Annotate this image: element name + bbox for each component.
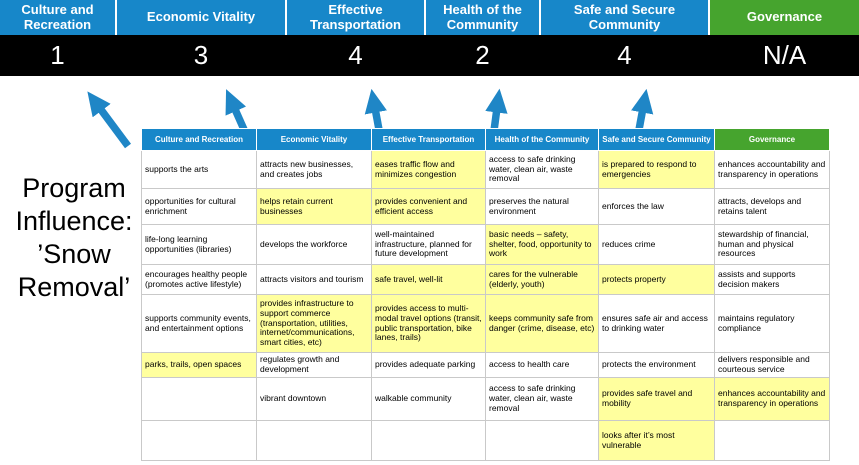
matrix-header-row: Culture and Recreation Economic Vitality E…: [141, 128, 830, 151]
matrix-header-safe-and-secure-community: Safe and Secure Community: [598, 128, 715, 151]
matrix-cell-highlighted: protects property: [598, 264, 715, 295]
matrix-cell: provides adequate parking: [371, 352, 486, 378]
matrix-cell: attracts visitors and tourism: [256, 264, 372, 295]
category-header-health-of-the-community: Health of the Community: [426, 0, 539, 35]
matrix-cell: [485, 420, 599, 461]
matrix-cell-highlighted: basic needs – safety, shelter, food, opp…: [485, 224, 599, 265]
matrix-header-effective-transportation: Effective Transportation: [371, 128, 486, 151]
matrix-cell: opportunities for cultural enrichment: [141, 188, 257, 225]
matrix-cell: access to safe drinking water, clean air…: [485, 150, 599, 189]
category-header-governance: Governance: [710, 0, 859, 35]
matrix-cell: supports community events, and entertain…: [141, 294, 257, 353]
table-row: looks after it’s most vulnerable: [141, 420, 830, 461]
category-header-effective-transportation: Effective Transportation: [287, 0, 424, 35]
table-row: encourages healthy people (promotes acti…: [141, 264, 830, 295]
matrix-cell-highlighted: parks, trails, open spaces: [141, 352, 257, 378]
matrix-cell: preserves the natural environment: [485, 188, 599, 225]
matrix-header-culture-and-recreation: Culture and Recreation: [141, 128, 257, 151]
score-governance: N/A: [762, 40, 807, 70]
matrix-cell-highlighted: keeps community safe from danger (crime,…: [485, 294, 599, 353]
score-health-of-the-community: 2: [475, 40, 490, 70]
matrix-cell: delivers responsible and courteous servi…: [714, 352, 830, 378]
matrix-cell: enhances accountability and transparency…: [714, 150, 830, 189]
matrix-cell-highlighted: provides convenient and efficient access: [371, 188, 486, 225]
content-area: Program Influence: ’Snow Removal’ Cultur…: [0, 76, 859, 465]
score-safe-and-secure-community: 4: [617, 40, 632, 70]
matrix-cell: life-long learning opportunities (librar…: [141, 224, 257, 265]
matrix-cell: encourages healthy people (promotes acti…: [141, 264, 257, 295]
matrix-cell-highlighted: is prepared to respond to emergencies: [598, 150, 715, 189]
matrix-header-health-of-the-community: Health of the Community: [485, 128, 599, 151]
matrix-cell: develops the workforce: [256, 224, 372, 265]
matrix-cell: [371, 420, 486, 461]
matrix-cell: [141, 420, 257, 461]
matrix-cell: walkable community: [371, 377, 486, 421]
up-arrow-icon: [87, 91, 132, 149]
matrix-cell: supports the arts: [141, 150, 257, 189]
program-label-line: Program: [22, 173, 126, 203]
category-header-safe-and-secure-community: Safe and Secure Community: [541, 0, 708, 35]
matrix-cell: [141, 377, 257, 421]
matrix-cell-highlighted: safe travel, well-lit: [371, 264, 486, 295]
influence-matrix: Culture and Recreation Economic Vitality E…: [141, 128, 830, 461]
table-row: life-long learning opportunities (librar…: [141, 224, 830, 265]
matrix-cell-highlighted: provides safe travel and mobility: [598, 377, 715, 421]
category-header-culture-and-recreation: Culture and Recreation: [0, 0, 115, 35]
program-label-line: Influence:: [15, 205, 133, 236]
matrix-cell: well-maintained infrastructure, planned …: [371, 224, 486, 265]
matrix-cell: attracts new businesses, and creates job…: [256, 150, 372, 189]
matrix-cell-highlighted: provides infrastructure to support comme…: [256, 294, 372, 353]
matrix-cell: protects the environment: [598, 352, 715, 378]
score-effective-transportation: 4: [348, 40, 363, 70]
matrix-cell-highlighted: looks after it’s most vulnerable: [598, 420, 715, 461]
table-row: supports community events, and entertain…: [141, 294, 830, 353]
matrix-cell: attracts, develops and retains talent: [714, 188, 830, 225]
matrix-cell: maintains regulatory compliance: [714, 294, 830, 353]
matrix-cell: regulates growth and development: [256, 352, 372, 378]
score-row: 1 3 4 2 4 N/A: [0, 35, 859, 76]
matrix-cell-highlighted: helps retain current businesses: [256, 188, 372, 225]
category-header-row: Culture and Recreation Economic Vitality E…: [0, 0, 859, 35]
matrix-cell: ensures safe air and access to drinking …: [598, 294, 715, 353]
matrix-cell: vibrant downtown: [256, 377, 372, 421]
table-row: parks, trails, open spaces regulates grow…: [141, 352, 830, 378]
matrix-cell: stewardship of financial, human and phys…: [714, 224, 830, 265]
matrix-cell: [714, 420, 830, 461]
program-label-line: ’Snow: [37, 238, 111, 269]
category-header-economic-vitality: Economic Vitality: [117, 0, 285, 35]
matrix-cell: access to health care: [485, 352, 599, 378]
matrix-cell: access to safe drinking water, clean air…: [485, 377, 599, 421]
matrix-cell-highlighted: enhances accountability and transparency…: [714, 377, 830, 421]
matrix-cell-highlighted: eases traffic flow and minimizes congest…: [371, 150, 486, 189]
matrix-cell: [256, 420, 372, 461]
score-economic-vitality: 3: [193, 40, 209, 70]
matrix-cell-highlighted: provides access to multi-modal travel op…: [371, 294, 486, 353]
matrix-cell: enforces the law: [598, 188, 715, 225]
table-row: supports the arts attracts new businesses…: [141, 150, 830, 189]
score-culture-and-recreation: 1: [50, 40, 65, 70]
matrix-cell-highlighted: cares for the vulnerable (elderly, youth…: [485, 264, 599, 295]
program-influence-label: Program Influence: ’Snow Removal’: [0, 172, 148, 304]
table-row: vibrant downtown walkable community access…: [141, 377, 830, 421]
matrix-header-economic-vitality: Economic Vitality: [256, 128, 372, 151]
matrix-header-governance: Governance: [714, 128, 830, 151]
matrix-cell: reduces crime: [598, 224, 715, 265]
table-row: opportunities for cultural enrichment hel…: [141, 188, 830, 225]
program-label-line: Removal’: [17, 271, 131, 302]
matrix-cell: assists and supports decision makers: [714, 264, 830, 295]
